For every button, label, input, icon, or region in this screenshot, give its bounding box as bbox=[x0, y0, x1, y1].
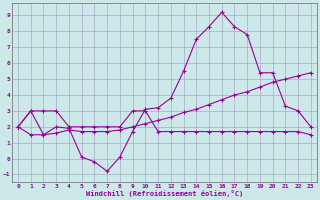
X-axis label: Windchill (Refroidissement éolien,°C): Windchill (Refroidissement éolien,°C) bbox=[86, 190, 243, 197]
